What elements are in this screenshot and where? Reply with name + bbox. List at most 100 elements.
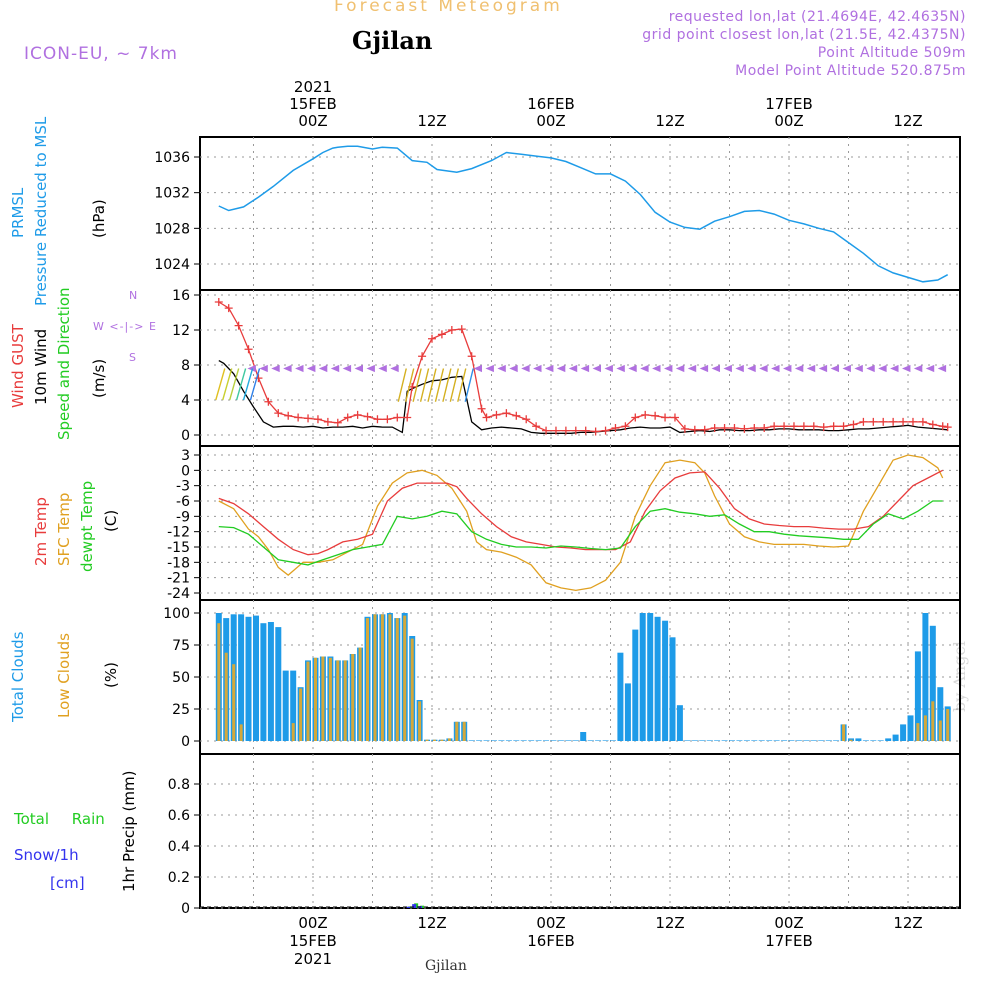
ytick-label-precip: 0.8 bbox=[168, 777, 190, 793]
wind-direction-arrow bbox=[652, 364, 661, 373]
total-clouds-bar bbox=[758, 740, 765, 741]
top-date-label: 17FEB bbox=[765, 95, 812, 113]
gust-point bbox=[284, 411, 293, 420]
total-clouds-bar bbox=[676, 705, 683, 741]
snow-bar bbox=[406, 906, 411, 908]
bottom-year-label: 2021 bbox=[294, 950, 332, 968]
total-clouds-bar bbox=[572, 740, 579, 741]
pressure-line bbox=[218, 145, 949, 283]
ytick-label-temp: -9 bbox=[176, 509, 190, 525]
ytick-label-temp: -6 bbox=[176, 494, 190, 510]
wind-arrow-strong bbox=[457, 368, 467, 402]
low-clouds-bar bbox=[455, 721, 459, 741]
gust-point bbox=[393, 413, 402, 422]
low-clouds-bar bbox=[849, 739, 853, 741]
compass-s: S bbox=[129, 351, 136, 364]
gust-point bbox=[730, 424, 739, 432]
gust-point bbox=[869, 417, 878, 426]
gust-point bbox=[601, 426, 610, 435]
wind-direction-arrow bbox=[830, 364, 840, 373]
total-clouds-bar bbox=[602, 740, 609, 741]
gust-point bbox=[502, 409, 511, 418]
total-clouds-bar bbox=[550, 740, 557, 741]
total-clouds-bar bbox=[624, 683, 631, 741]
gust-point bbox=[224, 304, 233, 313]
total-clouds-bar bbox=[773, 740, 780, 741]
bottom-location: Gjilan bbox=[425, 958, 467, 974]
total-clouds-bar bbox=[647, 613, 654, 741]
gust-point bbox=[908, 417, 917, 426]
ytick-label-temp: 0 bbox=[181, 463, 190, 479]
gust-point bbox=[264, 397, 273, 406]
total-clouds-bar bbox=[870, 740, 877, 741]
gust-point bbox=[294, 413, 303, 422]
bottom-time-label: 00Z bbox=[774, 914, 803, 932]
axis-labels: 1024102810321036048121630-3-6-9-12-15-18… bbox=[154, 78, 922, 968]
wind-direction-arrow bbox=[675, 364, 685, 373]
low-clouds-bar bbox=[842, 724, 846, 741]
total-clouds-bar bbox=[885, 738, 892, 741]
total-clouds-bar bbox=[788, 740, 795, 741]
wind-direction-arrow bbox=[604, 364, 613, 373]
low-clouds-bar bbox=[306, 661, 310, 741]
low-clouds-bar bbox=[328, 657, 332, 741]
wind-direction-arrow bbox=[509, 364, 518, 373]
total-clouds-bar bbox=[714, 740, 721, 741]
low-clouds-bar bbox=[938, 720, 942, 741]
low-clouds-bar bbox=[447, 738, 451, 741]
ytick-label-wind: 16 bbox=[172, 288, 190, 304]
compass-we: W <-|-> E bbox=[93, 320, 157, 333]
total-clouds-bar bbox=[862, 740, 869, 741]
low-clouds-bar bbox=[388, 614, 392, 741]
wind-direction-arrow bbox=[497, 364, 506, 373]
wind-direction-arrow bbox=[711, 364, 721, 373]
low-clouds-bar bbox=[291, 723, 295, 741]
gust-line bbox=[218, 301, 948, 433]
total-clouds-bar bbox=[937, 687, 944, 741]
low-clouds-bar bbox=[366, 618, 369, 741]
total-clouds-bar bbox=[483, 740, 490, 741]
total-clouds-bar bbox=[267, 622, 274, 741]
low-clouds-bar bbox=[923, 715, 927, 741]
ytick-label-temp: -18 bbox=[167, 555, 190, 571]
gust-point bbox=[532, 422, 541, 431]
2m-temp-line bbox=[218, 469, 944, 556]
total-clouds-bar bbox=[639, 613, 646, 741]
gust-point bbox=[770, 422, 779, 431]
ytick-label-temp: -12 bbox=[167, 525, 190, 541]
wind-direction-arrow bbox=[521, 364, 530, 373]
total-clouds-bar bbox=[751, 740, 758, 741]
low-clouds-bar bbox=[336, 660, 340, 741]
total-clouds-bar bbox=[468, 740, 475, 741]
gust-point bbox=[363, 412, 372, 421]
total-clouds-bar bbox=[617, 652, 624, 741]
total-clouds-bar bbox=[900, 724, 907, 741]
requested-coords: requested lon,lat (21.4694E, 42.4635N) bbox=[668, 9, 966, 25]
wind-direction-arrow bbox=[485, 364, 494, 373]
panel-frame-temp bbox=[199, 445, 961, 601]
top-time-label: 00Z bbox=[774, 112, 803, 130]
ytick-label-clouds: 50 bbox=[172, 670, 190, 686]
gust-point bbox=[304, 414, 313, 423]
total-clouds-bar bbox=[914, 651, 921, 741]
total-clouds-bar bbox=[282, 670, 289, 741]
gust-point bbox=[581, 426, 590, 435]
panel-frame-precip bbox=[199, 753, 961, 909]
wind-arrow-strong bbox=[464, 368, 474, 402]
total-clouds-bar bbox=[543, 740, 549, 741]
low-clouds-bar bbox=[343, 660, 347, 741]
bottom-time-label: 12Z bbox=[655, 914, 684, 932]
gust-point bbox=[651, 411, 660, 420]
gust-point bbox=[938, 422, 947, 431]
ytick-label-precip: 0.2 bbox=[168, 870, 190, 886]
gust-point bbox=[343, 413, 352, 422]
total-clouds-bar bbox=[721, 740, 728, 741]
total-clouds-bar bbox=[505, 740, 512, 741]
bottom-time-label: 00Z bbox=[536, 914, 565, 932]
wind-arrow-strong bbox=[235, 368, 247, 401]
low-clouds-bar bbox=[462, 721, 466, 741]
gust-point bbox=[943, 423, 952, 432]
gust-point bbox=[571, 426, 580, 435]
low-clouds-bar bbox=[403, 615, 407, 741]
